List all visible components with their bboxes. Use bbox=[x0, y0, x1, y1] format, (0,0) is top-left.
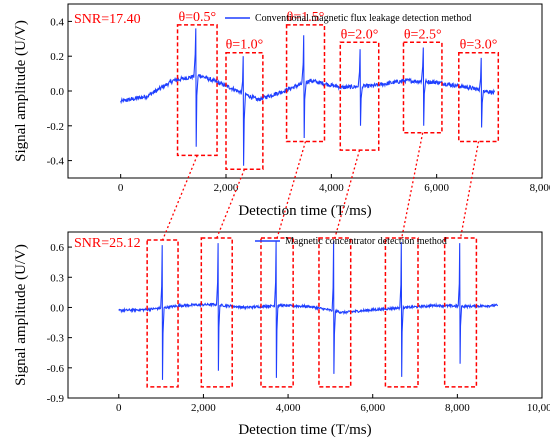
top-legend: Conventional magnetic flux leakage detec… bbox=[225, 13, 471, 24]
x-tick: 6,000 bbox=[424, 174, 450, 194]
y-tick-label: 0.4 bbox=[50, 16, 64, 28]
x-tick: 10,000 bbox=[527, 394, 550, 414]
y-tick: 0.3 bbox=[50, 272, 72, 284]
angle-label: θ=3.0° bbox=[460, 38, 498, 53]
y-tick-label: -0.3 bbox=[47, 333, 65, 345]
bottom-x-axis-title: Detection time (T/ms) bbox=[238, 422, 371, 438]
top-x-ticks: 0 2,000 4,000 6,000 8,000 bbox=[118, 174, 550, 194]
bottom-plot-frame bbox=[67, 231, 543, 399]
top-y-axis-title: Signal amplitude (U/V) bbox=[13, 20, 29, 162]
x-tick-label: 2,000 bbox=[214, 182, 239, 194]
angle-box bbox=[384, 237, 419, 388]
x-tick: 0 bbox=[116, 394, 122, 414]
x-tick-label: 6,000 bbox=[360, 402, 385, 414]
angle-label: θ=2.5° bbox=[404, 27, 442, 42]
connector-line bbox=[459, 141, 480, 239]
angle-label: θ=0.5° bbox=[178, 10, 216, 25]
x-tick-label: 0 bbox=[118, 182, 124, 194]
x-tick-label: 0 bbox=[116, 402, 122, 414]
y-tick-label: 0.0 bbox=[50, 302, 64, 314]
y-tick-label: 0.0 bbox=[50, 86, 64, 98]
top-y-ticks: -0.4 -0.2 0.0 0.2 0.4 bbox=[47, 16, 72, 168]
bottom-x-ticks: 0 2,000 4,000 6,000 8,000 10,000 bbox=[116, 394, 550, 414]
top-x-axis-title: Detection time (T/ms) bbox=[238, 203, 371, 219]
y-tick: -0.6 bbox=[47, 363, 72, 375]
bottom-snr-label: SNR=25.12 bbox=[74, 236, 141, 251]
angle-label: θ=2.0° bbox=[341, 27, 379, 42]
y-tick-label: 0.6 bbox=[50, 242, 64, 254]
angle-box bbox=[285, 24, 326, 143]
y-tick: 0.2 bbox=[50, 51, 72, 63]
x-tick-label: 8,000 bbox=[445, 402, 470, 414]
x-tick-label: 4,000 bbox=[319, 182, 344, 194]
x-tick: 4,000 bbox=[276, 394, 301, 414]
y-tick: -0.4 bbox=[47, 156, 72, 168]
angle-box bbox=[200, 237, 233, 388]
y-tick: -0.2 bbox=[47, 121, 72, 133]
bottom-y-axis-title: Signal amplitude (U/V) bbox=[13, 244, 29, 386]
y-tick-label: -0.6 bbox=[47, 363, 65, 375]
x-tick-label: 4,000 bbox=[276, 402, 301, 414]
y-tick-label: -0.9 bbox=[47, 393, 65, 405]
bottom-panel: -0.9 -0.6 -0.3 0.0 0.3 0.6 0 2,000 4,000 6,000 8,… bbox=[13, 231, 550, 438]
angle-label: θ=1.5° bbox=[287, 10, 325, 25]
y-tick: 0.4 bbox=[50, 16, 72, 28]
x-tick-label: 6,000 bbox=[424, 182, 449, 194]
x-tick-label: 10,000 bbox=[527, 402, 550, 414]
top-legend-label: Conventional magnetic flux leakage detec… bbox=[255, 13, 471, 24]
top-panel: -0.4-0.20.00.20.4 02,0004,0006,0008,000 … bbox=[13, 3, 550, 219]
x-tick: 6,000 bbox=[360, 394, 386, 414]
y-tick-label: -0.4 bbox=[47, 156, 65, 168]
y-tick: -0.9 bbox=[47, 393, 72, 405]
connector-line bbox=[216, 169, 246, 239]
y-tick: -0.3 bbox=[47, 333, 72, 345]
x-tick: 2,000 bbox=[214, 174, 239, 194]
angle-box bbox=[458, 51, 500, 143]
angle-box bbox=[443, 237, 478, 388]
x-tick-label: 2,000 bbox=[191, 402, 216, 414]
connector-line bbox=[401, 132, 424, 239]
x-tick: 4,000 bbox=[319, 174, 344, 194]
y-tick-label: 0.3 bbox=[50, 272, 64, 284]
x-tick: 8,000 bbox=[530, 174, 550, 194]
x-tick: 8,000 bbox=[445, 394, 470, 414]
y-tick: 0.6 bbox=[50, 242, 72, 254]
top-connector-lines bbox=[161, 132, 480, 241]
y-tick: 0.0 bbox=[50, 302, 72, 314]
bottom-angle-boxes bbox=[146, 237, 478, 388]
y-tick-label: 0.2 bbox=[50, 51, 64, 63]
connector-line bbox=[161, 155, 198, 241]
top-angle-boxes: θ=0.5° θ=1.0° θ=1.5° θ=2.0° θ=2.5° θ=3.0° bbox=[176, 10, 500, 171]
connector-line bbox=[276, 141, 307, 239]
top-signal-line bbox=[120, 28, 496, 166]
bottom-y-ticks: -0.9 -0.6 -0.3 0.0 0.3 0.6 bbox=[47, 242, 72, 405]
y-tick-label: -0.2 bbox=[47, 121, 64, 133]
bottom-signal-line bbox=[118, 241, 499, 380]
connector-line bbox=[334, 149, 361, 239]
x-tick: 0 bbox=[118, 174, 124, 194]
top-snr-label: SNR=17.40 bbox=[74, 12, 141, 27]
bottom-legend-label: Magnetic concentrator detection method bbox=[285, 236, 447, 247]
x-tick-label: 8,000 bbox=[530, 182, 550, 194]
angle-label: θ=1.0° bbox=[226, 38, 264, 53]
angle-box bbox=[318, 237, 352, 388]
bottom-legend: Magnetic concentrator detection method bbox=[255, 236, 447, 247]
x-tick: 2,000 bbox=[191, 394, 216, 414]
y-tick: 0.0 bbox=[50, 86, 72, 98]
